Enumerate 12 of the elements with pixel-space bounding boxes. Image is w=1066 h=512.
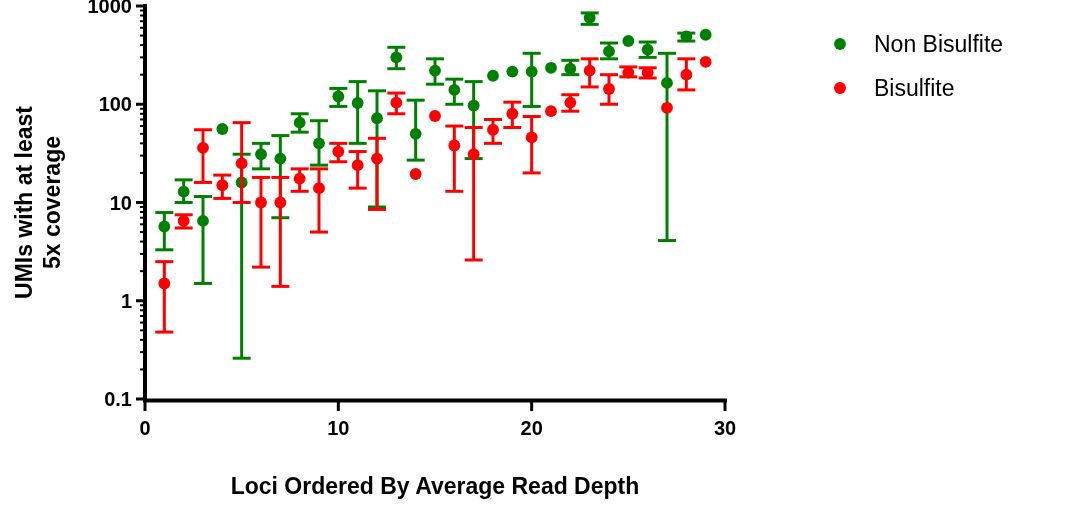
- legend-label: Bisulfite: [874, 75, 955, 102]
- x-tick-label: 10: [327, 417, 350, 439]
- x-tick-label: 30: [713, 417, 737, 439]
- y-tick-label: 0.1: [104, 388, 132, 410]
- y-tick-label: 1: [120, 289, 132, 312]
- x-axis-title: Loci Ordered By Average Read Depth: [230, 473, 640, 499]
- x-tick-label: 20: [520, 417, 543, 439]
- y-tick-label: 10: [109, 191, 132, 214]
- legend-label: Non Bisulfite: [874, 31, 1004, 58]
- y-tick-label: 100: [98, 93, 132, 116]
- x-tick-label: 0: [139, 417, 151, 439]
- y-axis-title: UMIs with at least 5x coverage: [11, 105, 65, 299]
